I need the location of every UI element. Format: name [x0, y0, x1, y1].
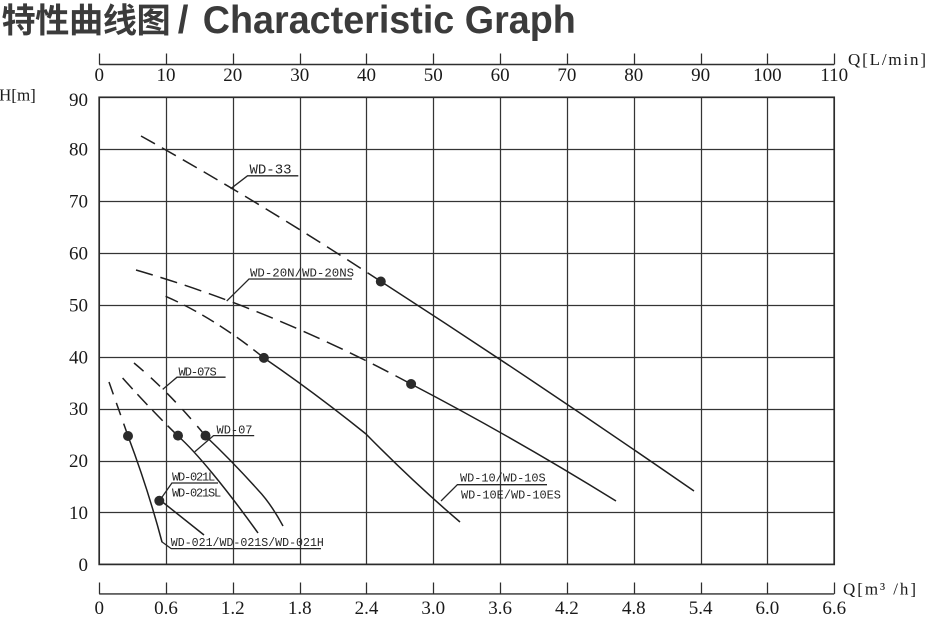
- svg-text:60: 60: [69, 244, 88, 265]
- svg-text:10: 10: [69, 503, 88, 524]
- svg-text:Q[m³ /h]: Q[m³ /h]: [843, 580, 916, 599]
- svg-text:WD-10E/WD-10ES: WD-10E/WD-10ES: [461, 489, 561, 503]
- svg-text:0.6: 0.6: [154, 598, 178, 617]
- svg-text:WD-07: WD-07: [217, 424, 253, 438]
- svg-text:70: 70: [69, 192, 88, 213]
- svg-text:100: 100: [753, 65, 782, 86]
- svg-text:WD-33: WD-33: [250, 163, 292, 179]
- svg-text:/: /: [178, 0, 189, 42]
- svg-text:WD-021SL: WD-021SL: [172, 487, 221, 501]
- svg-text:70: 70: [557, 65, 576, 86]
- svg-text:6.6: 6.6: [822, 598, 846, 617]
- svg-text:0: 0: [94, 65, 104, 86]
- svg-text:Characteristic Graph: Characteristic Graph: [203, 0, 576, 42]
- svg-text:30: 30: [290, 65, 309, 86]
- svg-text:110: 110: [820, 65, 848, 86]
- svg-text:20: 20: [223, 65, 242, 86]
- svg-text:90: 90: [691, 65, 710, 86]
- svg-text:10: 10: [157, 65, 176, 86]
- svg-text:80: 80: [624, 65, 643, 86]
- svg-text:30: 30: [69, 399, 88, 420]
- svg-text:40: 40: [357, 65, 376, 86]
- svg-text:80: 80: [69, 140, 88, 161]
- svg-text:WD-20N/WD-20NS: WD-20N/WD-20NS: [250, 267, 354, 281]
- svg-text:50: 50: [424, 65, 443, 86]
- svg-text:60: 60: [491, 65, 510, 86]
- svg-text:4.2: 4.2: [555, 598, 579, 617]
- svg-text:3.6: 3.6: [488, 598, 512, 617]
- svg-text:50: 50: [69, 295, 88, 316]
- svg-text:90: 90: [69, 90, 88, 111]
- svg-text:0: 0: [94, 598, 104, 617]
- svg-text:H[m]: H[m]: [0, 86, 36, 105]
- svg-text:0: 0: [79, 555, 89, 576]
- svg-text:WD-10/WD-10S: WD-10/WD-10S: [460, 472, 546, 486]
- svg-text:40: 40: [69, 347, 88, 368]
- svg-text:3.0: 3.0: [421, 598, 445, 617]
- svg-text:20: 20: [69, 451, 88, 472]
- svg-text:2.4: 2.4: [355, 598, 379, 617]
- svg-text:5.4: 5.4: [689, 598, 713, 617]
- svg-text:1.2: 1.2: [221, 598, 245, 617]
- svg-text:WD-021L: WD-021L: [172, 471, 215, 485]
- svg-text:WD-07S: WD-07S: [179, 366, 217, 380]
- svg-text:WD-021/WD-021S/WD-021H: WD-021/WD-021S/WD-021H: [171, 537, 324, 550]
- svg-text:6.0: 6.0: [756, 598, 780, 617]
- svg-text:4.8: 4.8: [622, 598, 646, 617]
- svg-text:Q[L/min]: Q[L/min]: [848, 50, 926, 69]
- svg-text:1.8: 1.8: [288, 598, 312, 617]
